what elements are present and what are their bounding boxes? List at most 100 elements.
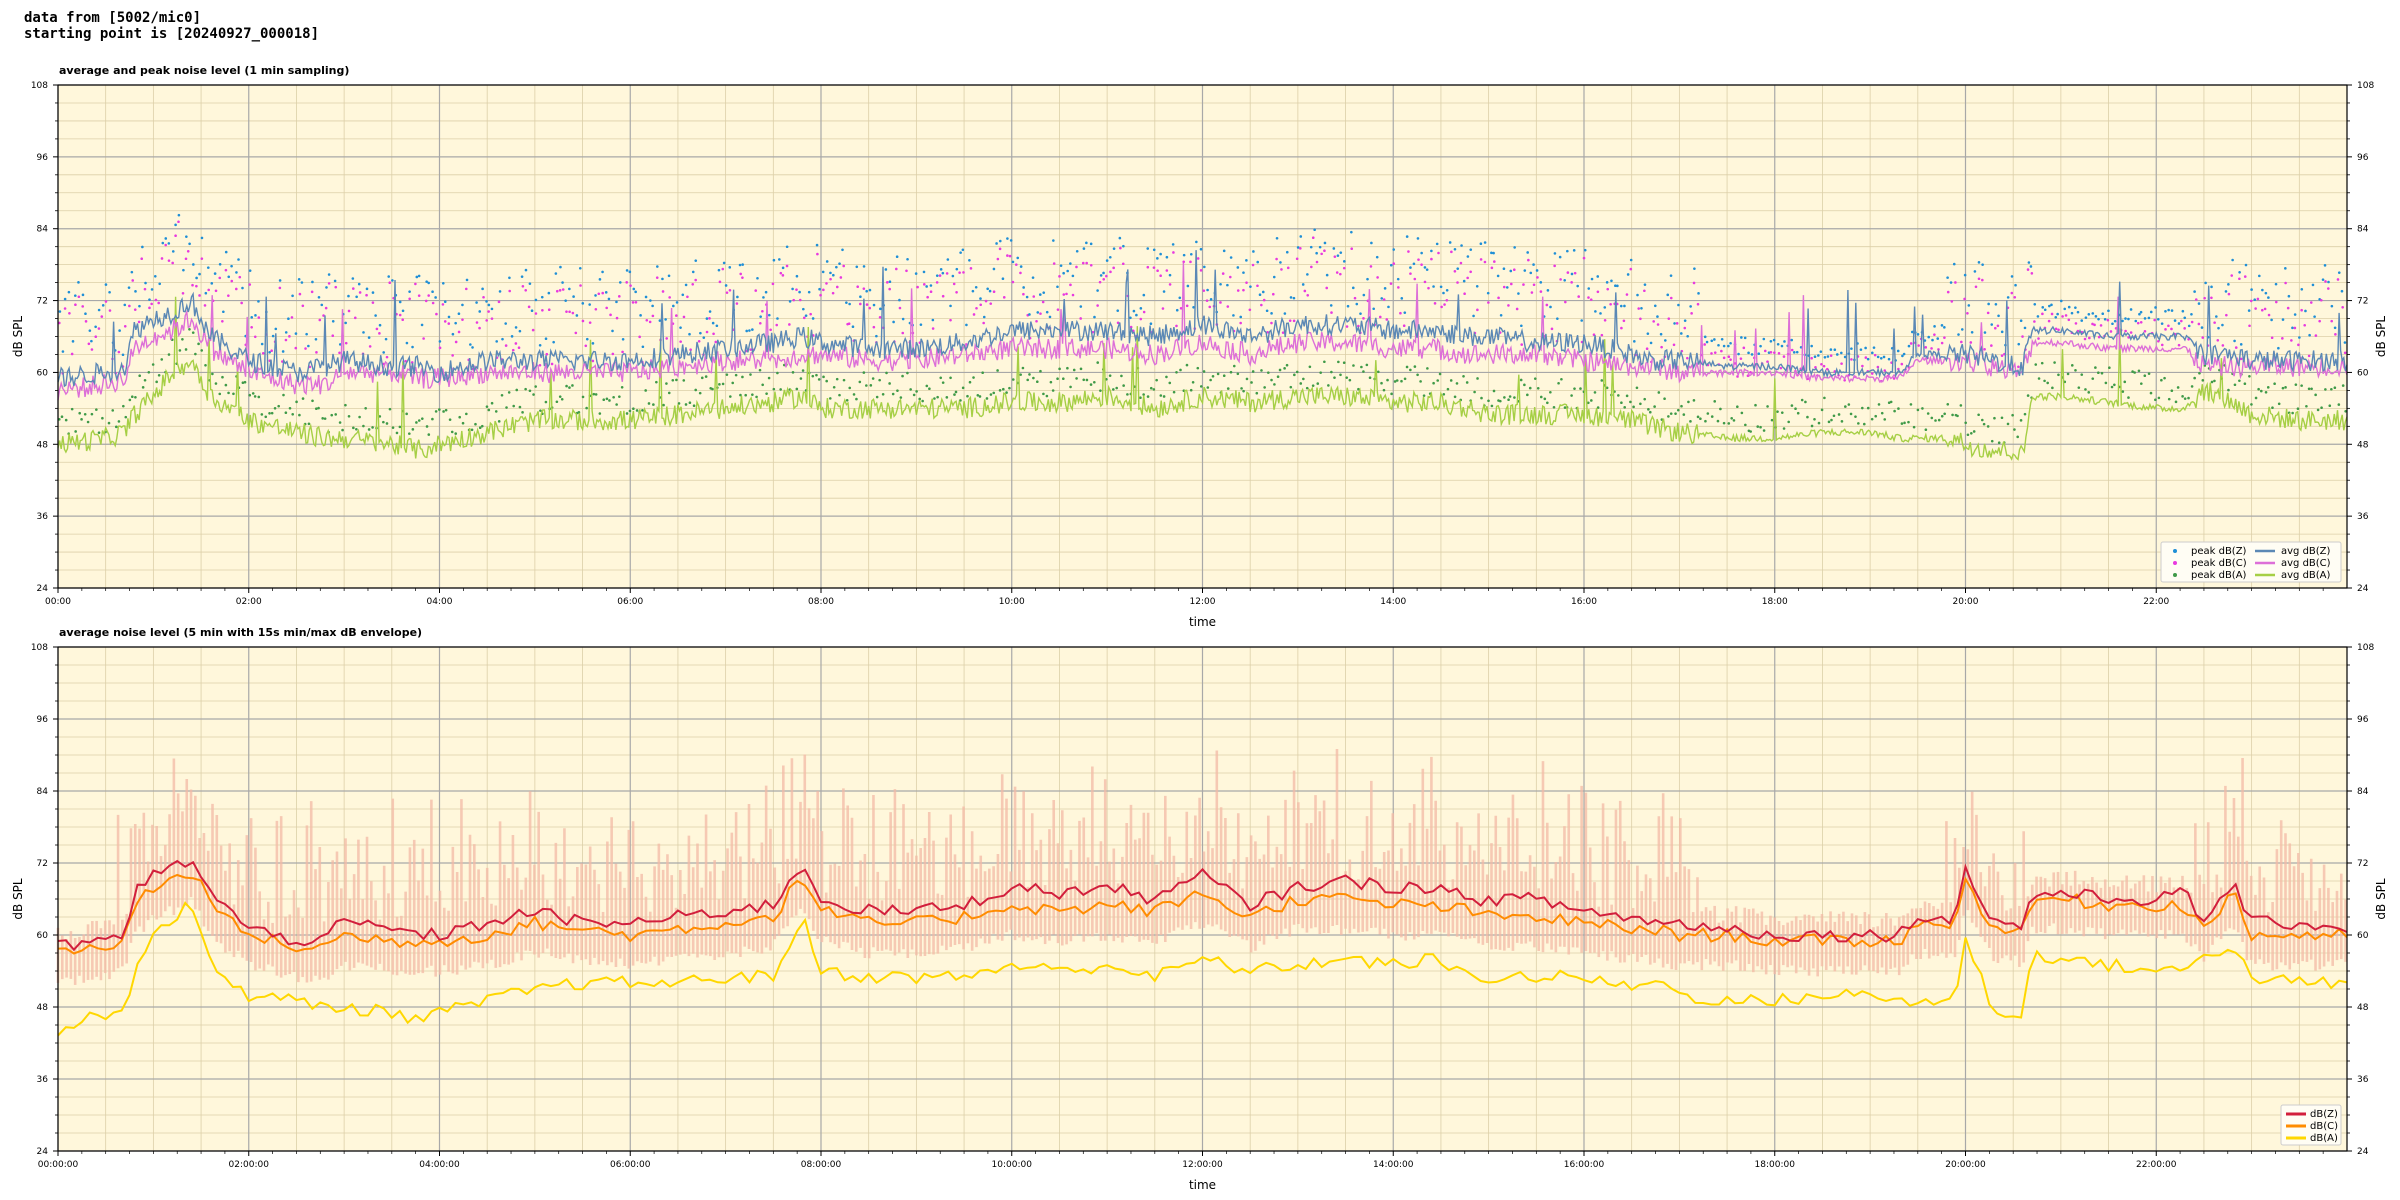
peak-point-a	[1330, 370, 1333, 374]
peak-point-z	[1767, 351, 1771, 354]
peak-point-a	[2113, 383, 2116, 387]
peak-point-c	[1983, 347, 1986, 351]
peak-point-a	[1605, 386, 1609, 390]
peak-point-z	[134, 290, 137, 293]
peak-point-a	[989, 393, 993, 396]
peak-point-a	[122, 404, 125, 408]
peak-point-a	[862, 371, 866, 374]
peak-point-a	[421, 417, 424, 420]
peak-point-a	[811, 374, 815, 378]
peak-point-z	[2138, 312, 2141, 316]
peak-point-z	[1066, 269, 1069, 273]
peak-point-a	[692, 404, 696, 407]
peak-point-z	[241, 286, 244, 290]
y-axis-label: dB SPL	[11, 878, 25, 920]
peak-point-z	[1931, 338, 1934, 342]
peak-point-a	[918, 397, 922, 401]
peak-point-c	[1062, 293, 1066, 296]
peak-point-z	[1031, 276, 1035, 279]
peak-point-z	[61, 350, 65, 353]
peak-point-z	[1239, 315, 1243, 319]
peak-point-z	[748, 329, 751, 332]
peak-point-z	[1199, 247, 1203, 251]
peak-point-a	[1759, 425, 1762, 429]
peak-point-z	[841, 248, 844, 252]
peak-point-c	[697, 340, 701, 343]
peak-point-a	[86, 420, 90, 424]
peak-point-c	[1596, 290, 1600, 294]
peak-point-z	[1336, 254, 1340, 257]
peak-point-c	[234, 287, 238, 291]
peak-point-a	[2248, 375, 2251, 378]
peak-point-c	[847, 322, 851, 325]
peak-point-a	[200, 349, 204, 352]
peak-point-c	[819, 293, 822, 297]
peak-point-a	[2183, 397, 2187, 400]
peak-point-z	[715, 324, 719, 328]
peak-point-a	[194, 352, 197, 356]
peak-point-z	[1936, 337, 1940, 340]
peak-point-a	[147, 370, 151, 374]
peak-point-z	[1703, 335, 1707, 339]
peak-point-z	[1042, 291, 1046, 294]
peak-point-c	[443, 320, 447, 323]
peak-point-a	[888, 382, 891, 385]
peak-point-a	[1062, 377, 1065, 381]
peak-point-a	[602, 398, 606, 402]
peak-point-z	[130, 270, 134, 274]
peak-point-z	[1940, 324, 1944, 327]
peak-point-c	[1727, 355, 1731, 359]
peak-point-a	[1245, 377, 1249, 381]
peak-point-c	[1182, 260, 1186, 264]
peak-point-a	[667, 391, 671, 395]
peak-point-a	[1242, 389, 1245, 393]
peak-point-a	[1126, 393, 1129, 396]
peak-point-a	[725, 373, 729, 376]
peak-point-c	[629, 284, 632, 287]
peak-point-a	[1283, 367, 1286, 370]
peak-point-z	[1156, 257, 1159, 260]
peak-point-c	[524, 288, 528, 292]
peak-point-c	[238, 275, 242, 279]
peak-point-c	[1407, 250, 1410, 253]
peak-point-a	[480, 424, 484, 428]
peak-point-z	[230, 264, 233, 268]
peak-point-z	[1490, 251, 1493, 255]
peak-point-c	[1245, 281, 1248, 284]
peak-point-c	[2270, 336, 2274, 340]
peak-point-a	[869, 384, 873, 387]
peak-point-z	[1810, 344, 1813, 348]
peak-point-c	[1109, 270, 1112, 274]
peak-point-z	[1069, 262, 1072, 265]
peak-point-a	[620, 386, 624, 389]
peak-point-z	[1301, 283, 1305, 286]
peak-point-c	[478, 326, 481, 330]
peak-point-a	[2074, 368, 2077, 372]
peak-point-a	[448, 418, 452, 421]
peak-point-c	[1667, 317, 1671, 320]
peak-point-c	[1722, 356, 1726, 360]
peak-point-z	[495, 340, 499, 343]
peak-point-a	[1082, 378, 1086, 382]
peak-point-z	[1556, 317, 1559, 320]
peak-point-c	[1820, 362, 1823, 366]
peak-point-z	[1082, 247, 1086, 250]
peak-point-a	[497, 420, 501, 423]
peak-point-z	[2300, 287, 2304, 291]
peak-point-a	[891, 392, 895, 396]
peak-point-c	[1990, 344, 1993, 347]
peak-point-a	[1830, 418, 1833, 422]
peak-point-z	[1590, 277, 1594, 281]
peak-point-c	[1876, 365, 1880, 369]
peak-point-a	[134, 395, 137, 399]
peak-point-a	[1579, 387, 1582, 390]
peak-point-a	[939, 376, 943, 380]
peak-point-c	[2286, 306, 2290, 310]
peak-point-c	[1993, 326, 1997, 330]
peak-point-c	[57, 321, 61, 325]
peak-point-z	[641, 345, 645, 349]
peak-point-a	[1021, 366, 1025, 370]
peak-point-a	[1172, 390, 1176, 394]
header-source-line: data from [5002/mic0]	[24, 10, 202, 26]
peak-point-z	[575, 314, 579, 317]
